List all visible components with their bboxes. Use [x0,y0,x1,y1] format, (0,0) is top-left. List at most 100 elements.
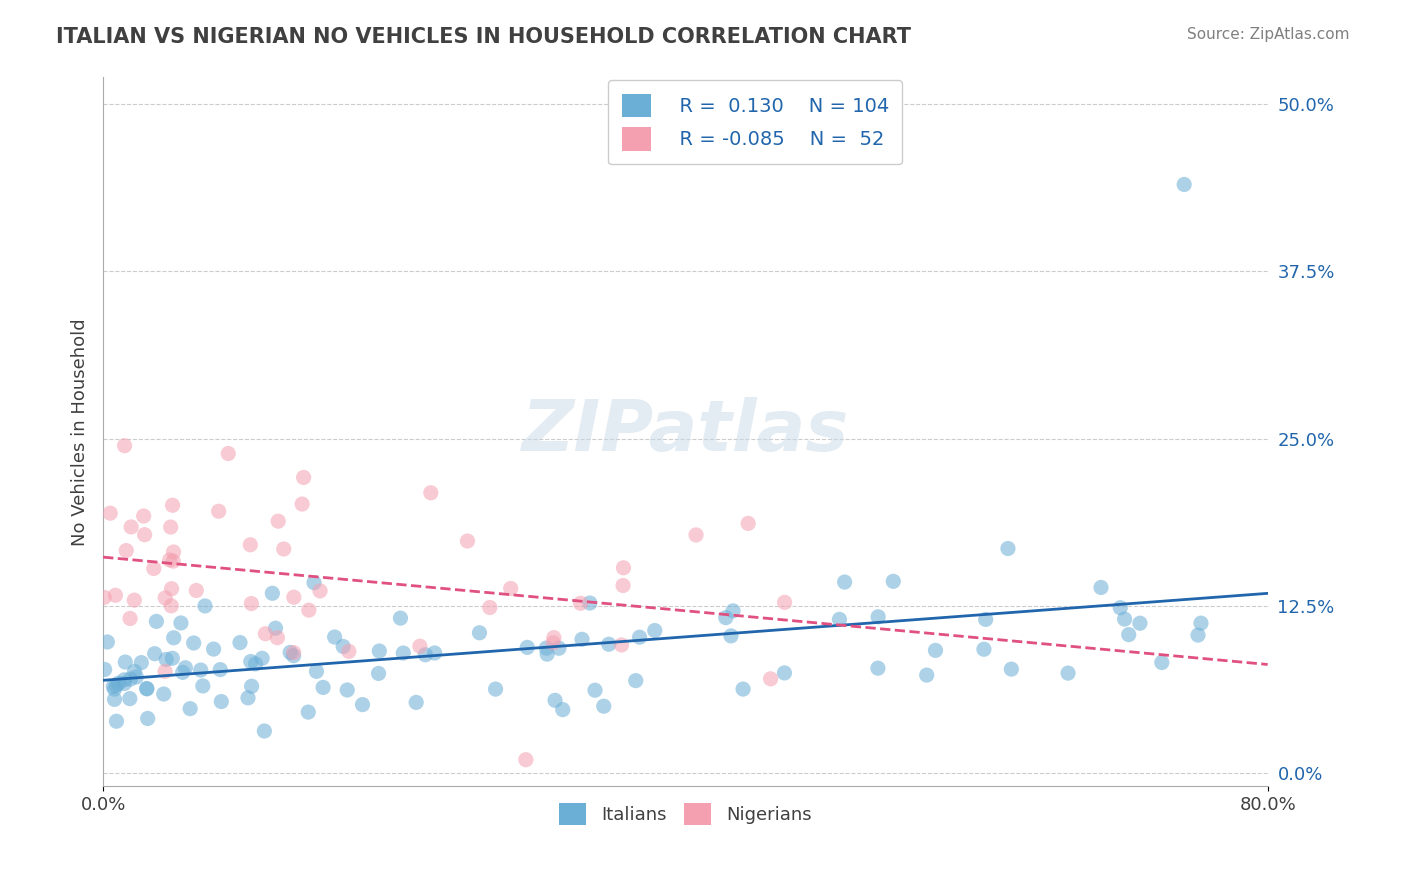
Italians [103,680,125,694]
Italians [579,596,602,610]
Y-axis label: No Vehicles in Household: No Vehicles in Household [72,318,89,546]
Nigerians [114,439,136,453]
Nigerians [419,485,441,500]
Italians [548,641,571,656]
Italians [143,647,166,661]
Italians [389,611,412,625]
Nigerians [98,506,121,520]
Italians [112,676,135,690]
Nigerians [478,600,501,615]
Nigerians [142,561,165,575]
Italians [239,655,262,669]
Italians [209,663,232,677]
Italians [974,612,997,626]
Italians [1109,600,1132,615]
Italians [112,673,135,687]
Nigerians [162,498,184,512]
Nigerians [773,595,796,609]
Nigerians [217,446,239,460]
Italians [302,575,325,590]
Italians [312,681,335,695]
Italians [405,695,427,709]
Italians [924,643,946,657]
Nigerians [283,591,305,605]
Text: ZIPatlas: ZIPatlas [522,398,849,467]
Nigerians [153,665,176,679]
Italians [1189,616,1212,631]
Italians [103,682,125,697]
Italians [240,679,263,693]
Nigerians [266,631,288,645]
Italians [367,666,389,681]
Italians [536,641,558,656]
Italians [172,665,194,680]
Nigerians [93,591,115,605]
Nigerians [569,596,592,610]
Italians [721,604,744,618]
Italians [368,644,391,658]
Italians [1000,662,1022,676]
Italians [973,642,995,657]
Italians [773,665,796,680]
Legend: Italians, Nigerians: Italians, Nigerians [550,794,821,834]
Italians [423,646,446,660]
Nigerians [240,597,263,611]
Italians [278,645,301,659]
Nigerians [159,553,181,567]
Italians [229,635,252,649]
Italians [336,683,359,698]
Italians [714,610,737,624]
Nigerians [162,554,184,568]
Italians [118,691,141,706]
Nigerians [254,626,277,640]
Italians [644,624,666,638]
Italians [1150,656,1173,670]
Italians [170,615,193,630]
Nigerians [409,639,432,653]
Nigerians [115,543,138,558]
Nigerians [267,514,290,528]
Italians [264,621,287,635]
Italians [628,630,651,644]
Nigerians [208,504,231,518]
Italians [209,694,232,708]
Nigerians [759,672,782,686]
Italians [484,682,506,697]
Italians [305,665,328,679]
Nigerians [612,561,634,575]
Nigerians [120,520,142,534]
Italians [598,637,620,651]
Italians [1057,666,1080,681]
Italians [834,575,856,590]
Italians [544,693,567,707]
Italians [828,612,851,626]
Italians [297,705,319,719]
Italians [720,629,742,643]
Italians [136,711,159,725]
Italians [262,586,284,600]
Italians [468,625,491,640]
Italians [174,661,197,675]
Italians [93,663,115,677]
Nigerians [337,644,360,658]
Italians [107,676,129,690]
Italians [125,670,148,684]
Italians [571,632,593,647]
Nigerians [283,646,305,660]
Italians [1118,627,1140,641]
Italians [96,635,118,649]
Italians [551,703,574,717]
Italians [245,657,267,671]
Italians [997,541,1019,556]
Nigerians [541,636,564,650]
Italians [250,651,273,665]
Italians [536,647,558,661]
Italians [120,672,142,686]
Nigerians [160,582,183,596]
Italians [731,682,754,697]
Italians [145,615,167,629]
Italians [194,599,217,613]
Italians [868,609,890,624]
Italians [624,673,647,688]
Nigerians [499,582,522,596]
